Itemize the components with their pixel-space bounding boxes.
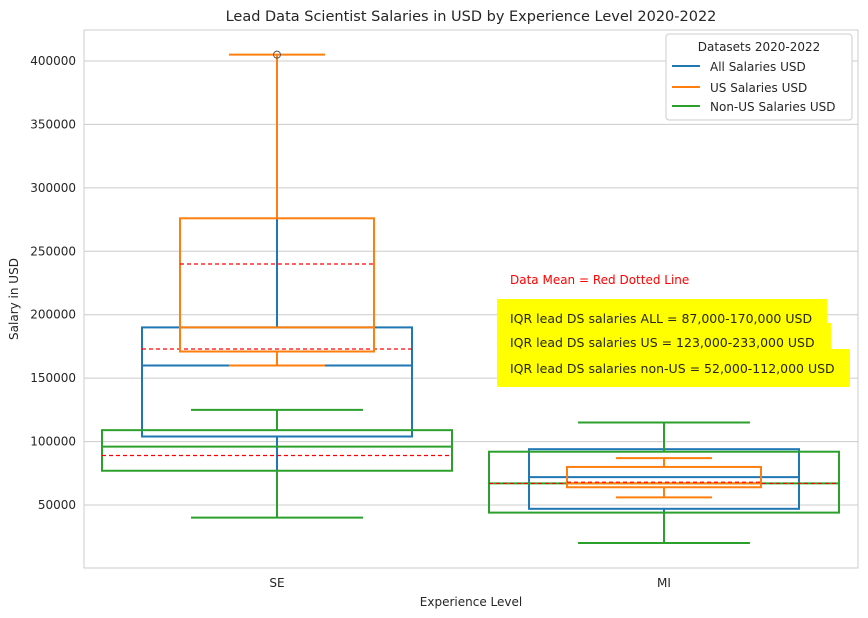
box-layer	[101, 50, 840, 545]
chart-title: Lead Data Scientist Salaries in USD by E…	[226, 9, 717, 25]
y-tick-label: 350000	[30, 117, 76, 131]
legend-label-us: US Salaries USD	[710, 81, 807, 95]
x-axis-label: Experience Level	[420, 595, 522, 609]
y-tick-label: 150000	[30, 371, 76, 385]
box-group	[566, 457, 762, 499]
legend-label-nonus: Non-US Salaries USD	[710, 100, 835, 114]
iqr-box	[179, 217, 375, 353]
iqr-box	[488, 450, 840, 514]
iqr-nonus-note: IQR lead DS salaries non-US = 52,000-112…	[510, 361, 835, 376]
y-tick-label: 200000	[30, 308, 76, 322]
legend-title: Datasets 2020-2022	[698, 40, 820, 54]
iqr-box	[566, 465, 762, 489]
x-tick-label: MI	[657, 576, 671, 590]
y-axis-label: Salary in USD	[7, 258, 21, 340]
annotations: Data Mean = Red Dotted Line IQR lead DS …	[497, 273, 850, 387]
legend-frame	[665, 33, 853, 121]
box-group	[179, 50, 375, 367]
x-tick-label: SE	[269, 576, 284, 590]
mean-note: Data Mean = Red Dotted Line	[510, 273, 689, 287]
legend: Datasets 2020-2022 All Salaries USD US S…	[665, 33, 853, 121]
y-tick-label: 250000	[30, 244, 76, 258]
legend-label-all: All Salaries USD	[710, 60, 806, 74]
y-tick-labels: 50000 100000 150000 200000 250000 300000 35000…	[30, 54, 76, 512]
box-group	[101, 408, 453, 519]
y-tick-label: 50000	[38, 498, 76, 512]
grid-lines	[84, 60, 858, 506]
iqr-all-note: IQR lead DS salaries ALL = 87,000-170,00…	[510, 311, 812, 326]
x-tick-labels: SE MI	[269, 576, 671, 590]
iqr-nonus-highlight	[497, 349, 850, 387]
y-tick-label: 400000	[30, 54, 76, 68]
iqr-box	[101, 429, 453, 472]
iqr-us-note: IQR lead DS salaries US = 123,000-233,00…	[510, 335, 815, 350]
y-tick-label: 300000	[30, 181, 76, 195]
y-tick-label: 100000	[30, 435, 76, 449]
outlier-point	[273, 50, 281, 59]
